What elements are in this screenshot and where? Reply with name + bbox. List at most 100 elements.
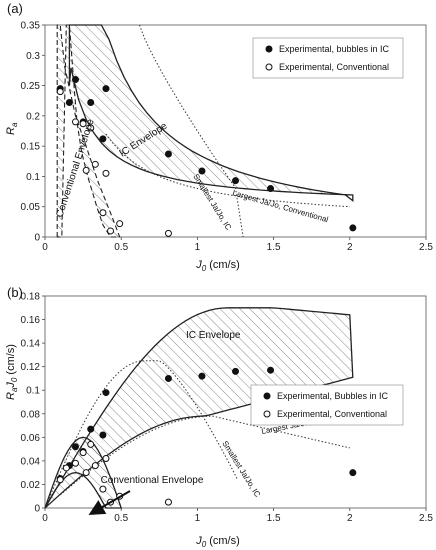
panel-a-y-tick-label: 0.35	[21, 21, 41, 32]
panel-a-y-tick-label: 0.2	[26, 111, 40, 122]
panel-b-legend-marker-open	[263, 410, 271, 418]
panel-a-legend-label-conventional: Experimental, Conventional	[279, 62, 389, 72]
panel-a-point-conventional	[99, 209, 107, 217]
panel-b-point-ic	[198, 372, 206, 380]
panel-a-tick-labels: 0 0.05 0.1 0.15 0.2 0.25 0.3 0.35 0 0.5 1 1.5 2 2.5	[21, 21, 434, 254]
panel-a-largest-ratio-conventional-curve	[105, 133, 350, 208]
panel-a-x-axis-label: J0 (cm/s)	[195, 259, 240, 273]
panel-b-smallest-ratio-ic-curve	[44, 360, 238, 509]
panel-a-point-conventional	[107, 227, 115, 235]
panel-b-x-tick-label: 0.5	[114, 513, 128, 524]
panel-b-point-ic	[164, 374, 172, 382]
panel-b-point-conventional	[91, 462, 99, 470]
panel-a-y-tick-label: 0.15	[21, 142, 41, 153]
panel-a-point-conventional	[102, 169, 110, 177]
panel-b-y-tick-label: 0.06	[21, 433, 41, 444]
panel-a-x-tick-label: 0	[42, 242, 48, 253]
panel-b-point-conventional	[99, 485, 107, 493]
panel-a: 0 0.05 0.1 0.15 0.2 0.25 0.3 0.35 0 0.5 1 1.5 2 2.5 (…	[5, 1, 433, 273]
panel-b-point-ic	[349, 469, 357, 477]
panel-a-axes-frame	[42, 24, 427, 240]
panel-a-point-ic	[102, 85, 110, 93]
panel-b-legend-label-conventional: Experimental, Conventional	[277, 409, 387, 419]
panel-b-point-conventional	[102, 455, 110, 463]
panel-b-x-tick-label: 1.5	[267, 513, 281, 524]
panel-a-point-conventional	[164, 229, 172, 237]
panel-a-point-ic	[349, 224, 357, 232]
panel-b-y-tick-label: 0.02	[21, 480, 41, 491]
panel-b-y-axis-label: RaJ0 (cm/s)	[5, 344, 19, 400]
panel-b-point-ic	[71, 443, 79, 451]
panel-b-x-tick-label: 0	[42, 513, 48, 524]
panel-b-y-tick-label: 0.12	[21, 362, 41, 373]
panel-b-point-conventional	[82, 469, 90, 477]
panel-b-point-conventional	[71, 459, 79, 467]
panel-a-legend-label-ic: Experimental, bubbles in IC	[279, 44, 390, 54]
panel-a-y-tick-label: 0.05	[21, 202, 41, 213]
panel-a-legend-marker-filled	[265, 45, 273, 53]
panel-b-legend-label-ic: Experimental, Bubbles in IC	[277, 391, 389, 401]
panel-a-point-ic	[198, 167, 206, 175]
panel-b-point-conventional	[87, 440, 95, 448]
panel-b-x-axis-label: J0 (cm/s)	[195, 535, 240, 549]
panel-b: 0 0.02 0.04 0.06 0.08 0.1 0.12 0.14 0.16 0.18 0 0.5…	[5, 285, 433, 549]
panel-a-y-tick-label: 0.3	[26, 51, 40, 62]
panel-a-point-ic	[65, 99, 73, 107]
panel-a-point-conventional	[116, 220, 124, 228]
panel-b-point-ic	[102, 389, 110, 397]
panel-b-x-tick-label: 2	[347, 513, 353, 524]
panel-a-x-tick-label: 1.5	[267, 242, 281, 253]
panel-b-ic-envelope-label: IC Envelope	[186, 330, 241, 341]
panel-a-point-conventional	[79, 120, 87, 128]
panel-b-x-tick-label: 1	[195, 513, 201, 524]
panel-b-point-ic	[87, 425, 95, 433]
panel-b-plot-border	[44, 295, 427, 509]
panel-b-legend: Experimental, Bubbles in IC Experimental…	[250, 384, 404, 426]
panel-a-x-tick-label: 2	[347, 242, 353, 253]
panel-b-y-tick-label: 0.18	[21, 292, 41, 303]
panel-a-y-axis-label: Ra	[5, 122, 19, 135]
panel-b-point-ic	[99, 431, 107, 439]
panel-b-x-tick-label: 2.5	[419, 513, 433, 524]
panel-a-y-tick-label: 0.1	[26, 172, 40, 183]
panel-b-y-tick-label: 0.14	[21, 339, 41, 350]
panel-a-y-tick-label: 0	[34, 233, 40, 244]
panel-b-legend-marker-filled	[263, 392, 271, 400]
panel-a-point-conventional	[56, 88, 64, 96]
panel-a-legend: Experimental, bubbles in IC Experimental…	[252, 37, 404, 79]
panel-a-plot-border	[44, 24, 427, 238]
panel-a-point-ic	[99, 135, 107, 143]
panel-a-point-conventional	[87, 124, 95, 132]
panel-b-ic-envelope	[44, 307, 354, 509]
panel-a-label: (a)	[7, 1, 23, 16]
panel-b-y-tick-label: 0	[34, 504, 40, 515]
panel-b-data-points	[56, 366, 357, 506]
panel-a-point-ic	[87, 99, 95, 107]
panel-b-point-conventional	[56, 476, 64, 484]
panel-b-point-conventional	[79, 449, 87, 457]
panel-a-x-tick-label: 2.5	[419, 242, 433, 253]
panel-a-y-tick-label: 0.25	[21, 81, 41, 92]
panel-b-point-ic	[267, 366, 275, 374]
panel-a-point-conventional	[82, 166, 90, 174]
panel-b-point-ic	[232, 367, 239, 375]
panel-b-smallest-ratio-label: Smallest Ja/Jo, IC	[220, 439, 262, 499]
panel-a-data-points	[56, 76, 357, 237]
panel-a-legend-marker-open	[265, 63, 273, 71]
panel-b-y-tick-label: 0.08	[21, 409, 41, 420]
panel-b-point-conventional	[62, 464, 70, 472]
panel-b-conventional-envelope-label: Conventional Envelope	[101, 475, 204, 486]
panel-b-point-conventional	[164, 498, 172, 506]
panel-b-y-tick-label: 0.04	[21, 456, 41, 467]
panel-a-ic-envelope	[68, 24, 354, 203]
panel-b-conventional-arrow	[88, 490, 131, 516]
panel-b-label: (b)	[7, 285, 23, 300]
panel-b-y-tick-label: 0.1	[26, 386, 40, 397]
panel-a-x-tick-label: 1	[195, 242, 201, 253]
panel-a-x-tick-label: 0.5	[114, 242, 128, 253]
panel-a-point-ic	[267, 185, 275, 193]
panel-a-point-ic	[71, 76, 79, 84]
panel-a-point-ic	[164, 150, 172, 158]
svg-text:Conventional Envelope: Conventional Envelope	[101, 475, 204, 486]
